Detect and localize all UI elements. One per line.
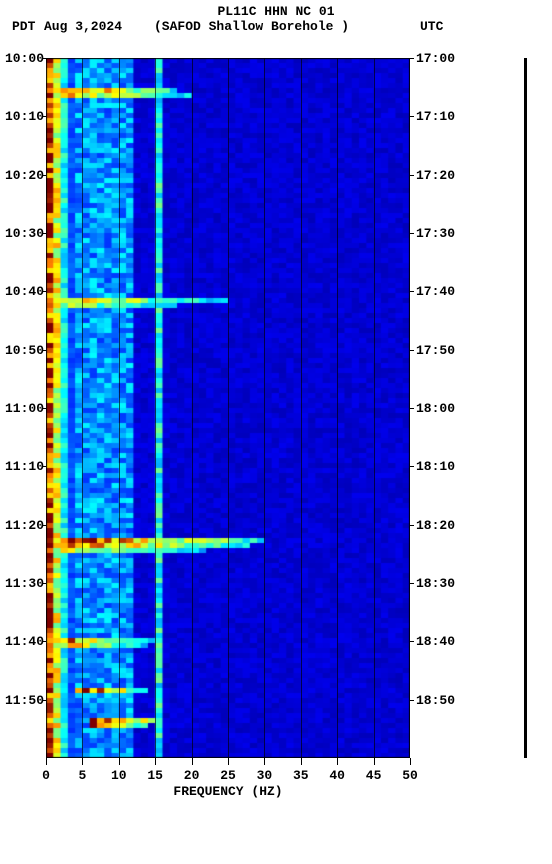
y-tick-left: 11:20: [2, 518, 44, 533]
x-tick-label: 45: [362, 768, 386, 783]
gridline: [301, 58, 302, 758]
y-tick-mark: [410, 583, 414, 584]
x-tick-mark: [228, 758, 229, 765]
x-tick-label: 20: [180, 768, 204, 783]
gridline: [374, 58, 375, 758]
y-tick-mark: [42, 233, 46, 234]
y-tick-right: 18:20: [416, 518, 476, 533]
x-tick-label: 5: [70, 768, 94, 783]
y-tick-mark: [42, 58, 46, 59]
x-tick-label: 25: [216, 768, 240, 783]
subtitle-row: PDT Aug 3,2024 (SAFOD Shallow Borehole )…: [0, 19, 552, 35]
spectrogram-plot: [46, 58, 410, 758]
x-tick-mark: [410, 758, 411, 765]
title: PL11C HHN NC 01: [0, 4, 552, 19]
x-tick-mark: [301, 758, 302, 765]
y-tick-left: 10:40: [2, 284, 44, 299]
gridline: [228, 58, 229, 758]
y-tick-mark: [42, 700, 46, 701]
x-tick-label: 15: [143, 768, 167, 783]
y-tick-right: 17:00: [416, 51, 476, 66]
y-tick-mark: [410, 350, 414, 351]
y-tick-left: 11:50: [2, 693, 44, 708]
x-tick-label: 50: [398, 768, 422, 783]
y-tick-right: 18:30: [416, 576, 476, 591]
tz-left-label: PDT: [12, 19, 35, 34]
x-tick-mark: [155, 758, 156, 765]
x-tick-mark: [264, 758, 265, 765]
x-tick-mark: [337, 758, 338, 765]
y-tick-right: 18:40: [416, 634, 476, 649]
y-tick-mark: [410, 175, 414, 176]
y-tick-left: 10:10: [2, 109, 44, 124]
gridline: [337, 58, 338, 758]
x-tick-mark: [82, 758, 83, 765]
x-tick-mark: [192, 758, 193, 765]
y-tick-mark: [410, 700, 414, 701]
y-tick-mark: [42, 175, 46, 176]
x-tick-label: 10: [107, 768, 131, 783]
y-tick-left: 11:40: [2, 634, 44, 649]
y-tick-right: 17:10: [416, 109, 476, 124]
sidebar-trace: [524, 58, 527, 758]
y-tick-right: 17:50: [416, 343, 476, 358]
y-tick-mark: [410, 233, 414, 234]
y-tick-right: 18:10: [416, 459, 476, 474]
y-tick-mark: [42, 641, 46, 642]
date-label: Aug 3,2024: [44, 19, 122, 34]
y-tick-right: 17:20: [416, 168, 476, 183]
y-tick-left: 11:10: [2, 459, 44, 474]
y-tick-mark: [42, 408, 46, 409]
y-tick-mark: [42, 291, 46, 292]
y-tick-mark: [410, 525, 414, 526]
y-tick-mark: [42, 525, 46, 526]
y-tick-left: 10:20: [2, 168, 44, 183]
y-tick-mark: [410, 408, 414, 409]
y-tick-mark: [410, 291, 414, 292]
y-tick-left: 10:00: [2, 51, 44, 66]
station-label: (SAFOD Shallow Borehole ): [154, 19, 349, 34]
header: PL11C HHN NC 01 PDT Aug 3,2024 (SAFOD Sh…: [0, 4, 552, 35]
y-tick-left: 11:30: [2, 576, 44, 591]
x-axis-label: FREQUENCY (HZ): [46, 784, 410, 799]
y-tick-mark: [42, 583, 46, 584]
y-tick-mark: [42, 466, 46, 467]
gridline: [82, 58, 83, 758]
y-tick-mark: [42, 116, 46, 117]
gridline: [264, 58, 265, 758]
x-tick-mark: [374, 758, 375, 765]
tz-right-label: UTC: [420, 19, 443, 34]
gridline: [192, 58, 193, 758]
y-tick-left: 11:00: [2, 401, 44, 416]
y-tick-mark: [410, 116, 414, 117]
y-tick-left: 10:50: [2, 343, 44, 358]
gridline: [155, 58, 156, 758]
y-tick-mark: [410, 466, 414, 467]
x-tick-label: 40: [325, 768, 349, 783]
x-axis: FREQUENCY (HZ) 05101520253035404550: [46, 758, 410, 798]
gridline: [119, 58, 120, 758]
x-tick-mark: [46, 758, 47, 765]
x-tick-label: 30: [252, 768, 276, 783]
y-tick-right: 18:50: [416, 693, 476, 708]
y-tick-right: 17:30: [416, 226, 476, 241]
y-tick-left: 10:30: [2, 226, 44, 241]
y-tick-right: 17:40: [416, 284, 476, 299]
y-tick-right: 18:00: [416, 401, 476, 416]
x-tick-label: 0: [34, 768, 58, 783]
y-tick-mark: [410, 58, 414, 59]
x-tick-mark: [119, 758, 120, 765]
x-tick-label: 35: [289, 768, 313, 783]
y-tick-mark: [42, 350, 46, 351]
y-tick-mark: [410, 641, 414, 642]
